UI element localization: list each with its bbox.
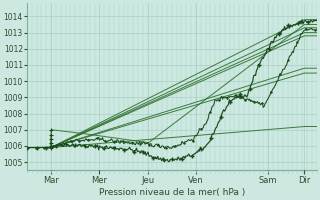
- X-axis label: Pression niveau de la mer( hPa ): Pression niveau de la mer( hPa ): [99, 188, 245, 197]
